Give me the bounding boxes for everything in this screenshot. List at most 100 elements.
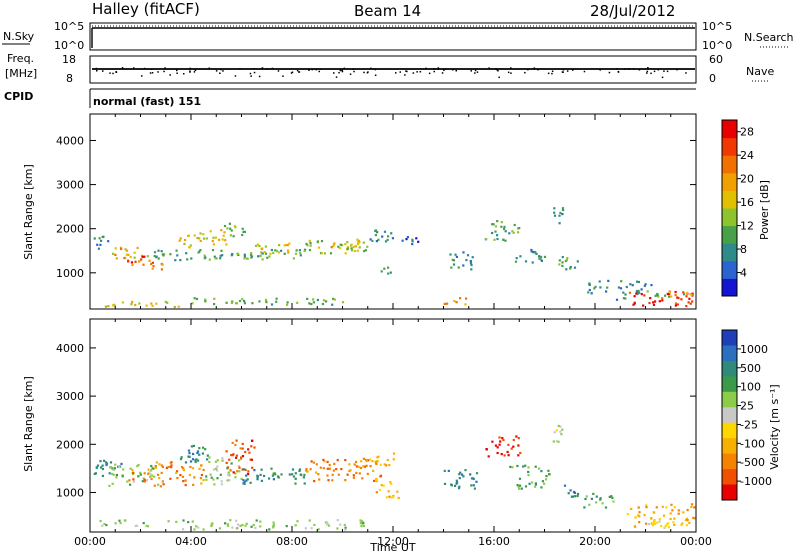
scatter-cell bbox=[192, 483, 195, 486]
scatter-cell bbox=[143, 472, 146, 475]
scatter-cell bbox=[230, 229, 233, 232]
velocity-colorbar-label: Velocity [m s⁻¹] bbox=[768, 384, 781, 469]
scatter-cell bbox=[288, 242, 291, 245]
scatter-cell bbox=[143, 255, 146, 258]
power-colorbar-swatch bbox=[722, 208, 737, 227]
scatter-cell bbox=[328, 464, 331, 467]
scatter-cell bbox=[126, 480, 129, 483]
scatter-cell bbox=[162, 483, 165, 486]
scatter-cell bbox=[638, 291, 641, 294]
scatter-cell bbox=[202, 237, 206, 240]
scatter-cell bbox=[238, 470, 241, 473]
scatter-cell bbox=[232, 235, 235, 238]
scatter-cell bbox=[226, 523, 229, 526]
scatter-cell bbox=[137, 463, 140, 467]
scatter-cell bbox=[252, 523, 255, 527]
scatter-cell bbox=[617, 286, 620, 289]
scatter-cell bbox=[114, 253, 117, 256]
nsearch-tick-bottom: 10^0 bbox=[702, 39, 732, 52]
scatter-cell bbox=[112, 468, 115, 471]
scatter-cell bbox=[249, 481, 252, 484]
scatter-cell bbox=[175, 249, 178, 252]
scatter-cell bbox=[237, 465, 240, 468]
range-tick-label: 4000 bbox=[56, 342, 84, 355]
nave-dot bbox=[433, 68, 435, 70]
scatter-cell bbox=[222, 234, 225, 237]
scatter-cell bbox=[443, 482, 447, 485]
scatter-cell bbox=[454, 484, 457, 487]
scatter-cell bbox=[183, 242, 186, 245]
scatter-cell bbox=[405, 238, 408, 241]
scatter-cell bbox=[159, 485, 162, 488]
scatter-cell bbox=[362, 524, 365, 528]
scatter-cell bbox=[268, 477, 271, 480]
scatter-cell bbox=[517, 444, 520, 447]
scatter-cell bbox=[690, 293, 693, 296]
scatter-cell bbox=[283, 244, 286, 247]
scatter-cell bbox=[238, 459, 241, 462]
velocity-colorbar-swatch bbox=[722, 422, 737, 439]
scatter-cell bbox=[673, 523, 676, 526]
scatter-cell bbox=[304, 248, 307, 251]
scatter-cell bbox=[111, 482, 114, 485]
scatter-cell bbox=[666, 292, 669, 296]
scatter-cell bbox=[205, 478, 208, 481]
scatter-cell bbox=[120, 247, 123, 251]
scatter-cell bbox=[230, 462, 233, 465]
scatter-cell bbox=[153, 251, 157, 254]
scatter-cell bbox=[100, 239, 103, 242]
scatter-cell bbox=[151, 304, 154, 307]
scatter-cell bbox=[341, 301, 345, 304]
scatter-cell bbox=[455, 479, 458, 482]
nave-dot bbox=[547, 72, 550, 75]
scatter-cell bbox=[224, 522, 227, 525]
scatter-cell bbox=[540, 470, 543, 473]
scatter-cell bbox=[411, 240, 414, 243]
scatter-cell bbox=[487, 455, 490, 458]
scatter-cell bbox=[576, 492, 580, 496]
scatter-cell bbox=[689, 302, 692, 305]
scatter-cell bbox=[210, 524, 213, 528]
scatter-cell bbox=[308, 302, 311, 305]
scatter-cell bbox=[640, 293, 643, 296]
scatter-cell bbox=[390, 232, 393, 235]
scatter-cell bbox=[133, 256, 136, 259]
scatter-cell bbox=[673, 506, 676, 509]
scatter-cell bbox=[235, 439, 238, 442]
scatter-cell bbox=[104, 461, 108, 464]
power-colorbar: Power [dB] 4 8 12 16 20 24 28 bbox=[721, 119, 771, 297]
scatter-cell bbox=[346, 473, 349, 476]
nave-dot bbox=[425, 67, 427, 70]
power-colorbar-tick-label: 16 bbox=[740, 196, 754, 209]
scatter-cell bbox=[336, 519, 339, 522]
scatter-cell bbox=[114, 247, 117, 250]
scatter-cell bbox=[520, 487, 523, 490]
scatter-cell bbox=[528, 482, 531, 485]
scatter-cell bbox=[459, 471, 462, 474]
scatter-cell bbox=[454, 253, 457, 256]
power-data bbox=[93, 207, 694, 309]
scatter-cell bbox=[150, 469, 153, 472]
scatter-cell bbox=[125, 249, 129, 252]
scatter-cell bbox=[198, 467, 201, 470]
scatter-cell bbox=[653, 519, 656, 522]
nsky-strip: N.Sky 10^5 10^0 10^5 10^0 N.Search bbox=[2, 20, 794, 52]
scatter-cell bbox=[198, 447, 201, 450]
nave-dot bbox=[176, 69, 178, 72]
scatter-cell bbox=[507, 454, 510, 457]
power-colorbar-swatch bbox=[722, 225, 737, 244]
scatter-cell bbox=[557, 424, 560, 428]
scatter-cell bbox=[165, 466, 168, 469]
scatter-cell bbox=[637, 506, 640, 509]
scatter-cell bbox=[374, 234, 377, 237]
scatter-cell bbox=[233, 225, 236, 228]
scatter-cell bbox=[153, 254, 156, 258]
scatter-cell bbox=[411, 238, 414, 241]
scatter-cell bbox=[115, 476, 118, 479]
scatter-cell bbox=[362, 241, 365, 244]
scatter-cell bbox=[179, 474, 182, 477]
scatter-cell bbox=[372, 469, 375, 472]
scatter-cell bbox=[593, 287, 596, 290]
nave-dot bbox=[663, 70, 665, 72]
scatter-cell bbox=[312, 461, 315, 464]
